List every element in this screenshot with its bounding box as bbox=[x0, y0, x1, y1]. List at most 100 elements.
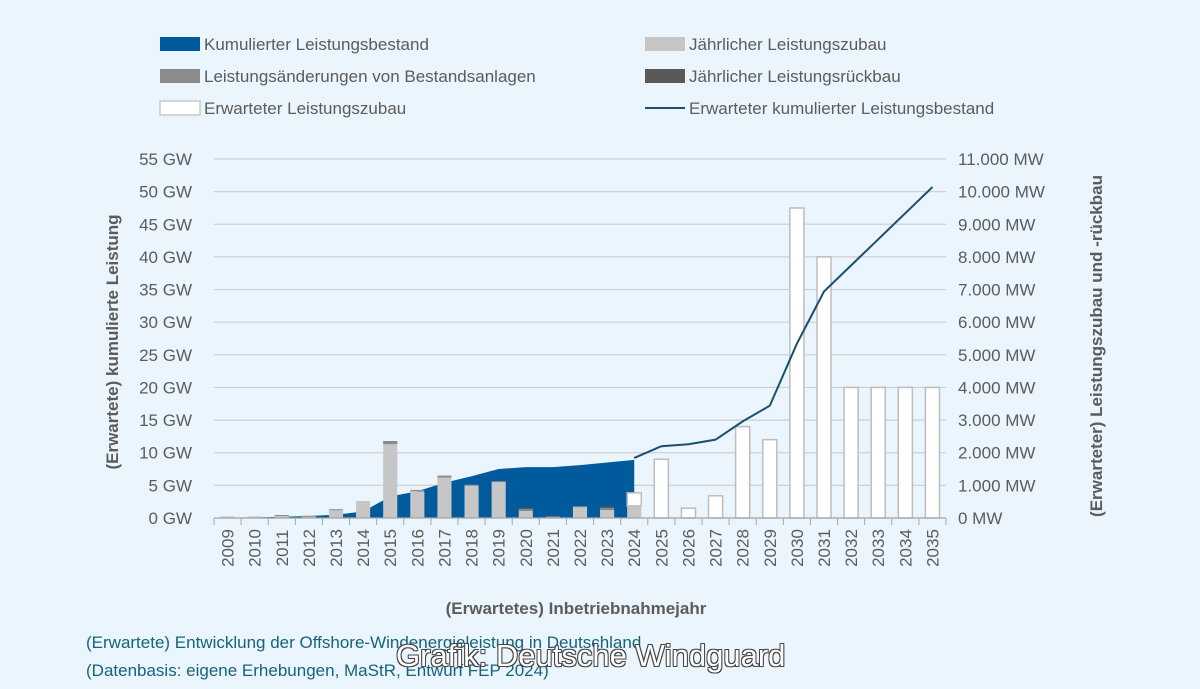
left-tick-label: 15 GW bbox=[139, 411, 192, 430]
existing-change-bar bbox=[545, 516, 560, 518]
expected-addition-bar bbox=[653, 458, 670, 519]
expected-addition-bar bbox=[680, 507, 697, 519]
right-tick-label: 11.000 MW bbox=[958, 150, 1044, 169]
expected-addition-bar bbox=[626, 492, 643, 507]
expected-addition-bar bbox=[761, 438, 778, 519]
annual-addition-bar bbox=[247, 516, 262, 518]
expected-addition-bar bbox=[816, 256, 832, 519]
legend-label: Jährlicher Leistungsrückbau bbox=[689, 67, 901, 86]
existing-change-bar bbox=[518, 508, 533, 511]
left-tick-label: 5 GW bbox=[149, 476, 192, 495]
x-tick-label: 2010 bbox=[246, 529, 265, 567]
legend-label: Erwarteter Leistungszubau bbox=[204, 99, 406, 118]
annual-addition-bar bbox=[491, 481, 506, 518]
x-tick-label: 2015 bbox=[381, 529, 400, 567]
right-tick-label: 10.000 MW bbox=[958, 183, 1045, 202]
x-tick-label: 2032 bbox=[842, 529, 861, 567]
dark-gray-bar-swatch bbox=[645, 69, 685, 83]
annual-addition-bar bbox=[356, 501, 371, 518]
x-tick-label: 2025 bbox=[652, 529, 671, 567]
right-tick-label: 1.000 MW bbox=[958, 476, 1035, 495]
x-tick-label: 2019 bbox=[490, 529, 509, 567]
x-axis-title: (Erwartetes) Inbetriebnahmejahr bbox=[446, 599, 707, 618]
left-tick-label: 0 GW bbox=[149, 509, 192, 528]
existing-change-bar bbox=[572, 506, 588, 508]
x-tick-label: 2031 bbox=[815, 529, 834, 567]
expected-addition-bar bbox=[789, 207, 805, 519]
existing-change-bar bbox=[328, 509, 344, 511]
annual-removal-bar bbox=[600, 506, 615, 508]
caption-title: (Erwartete) Entwicklung der Offshore-Win… bbox=[86, 633, 642, 652]
existing-change-bar bbox=[301, 515, 316, 517]
white-bar-swatch bbox=[159, 100, 201, 116]
left-axis-title: (Erwartete) kumulierte Leistung bbox=[103, 214, 122, 469]
expected-addition-bar bbox=[924, 386, 941, 519]
mid-gray-bar-swatch bbox=[160, 69, 200, 83]
axes: 0 GW 0 MW 5 GW 1.000 MW 10 GW 2.000 MW 15 GW 3.… bbox=[139, 150, 1045, 567]
x-tick-label: 2029 bbox=[761, 529, 780, 567]
right-tick-label: 3.000 MW bbox=[958, 411, 1035, 430]
expected-addition-bar bbox=[843, 386, 859, 519]
left-tick-label: 20 GW bbox=[139, 378, 192, 397]
annual-addition-bar bbox=[383, 444, 398, 518]
legend: Kumulierter Leistungsbestand Jährlicher L… bbox=[159, 35, 994, 118]
left-tick-label: 40 GW bbox=[139, 248, 192, 267]
left-tick-label: 25 GW bbox=[139, 346, 192, 365]
gridlines bbox=[214, 158, 946, 519]
left-tick-label: 30 GW bbox=[139, 313, 192, 332]
right-tick-label: 9.000 MW bbox=[958, 215, 1035, 234]
existing-change-bar bbox=[410, 489, 425, 492]
x-tick-label: 2034 bbox=[896, 529, 915, 567]
expected-addition-bar bbox=[897, 386, 914, 519]
x-tick-label: 2018 bbox=[463, 529, 482, 567]
right-tick-label: 6.000 MW bbox=[958, 313, 1035, 332]
annual-removal-bar bbox=[383, 441, 398, 443]
x-tick-label: 2033 bbox=[869, 529, 888, 567]
x-tick-label: 2027 bbox=[707, 529, 726, 567]
filled-area-swatch bbox=[160, 37, 200, 51]
expected-cumulative-line bbox=[633, 186, 934, 459]
right-axis-title: (Erwarteter) Leistungszubau und -rückbau bbox=[1087, 175, 1106, 517]
x-tick-label: 2020 bbox=[517, 529, 536, 567]
annual-addition-bar bbox=[572, 506, 588, 518]
legend-label: Erwarteter kumulierter Leistungsbestand bbox=[689, 99, 994, 118]
x-tick-label: 2011 bbox=[273, 530, 292, 567]
x-tick-label: 2014 bbox=[354, 529, 373, 567]
annual-addition-bar bbox=[301, 516, 316, 518]
x-tick-label: 2009 bbox=[219, 529, 238, 567]
annual-addition-bar bbox=[410, 491, 425, 518]
legend-label: Jährlicher Leistungszubau bbox=[689, 35, 887, 54]
x-tick-label: 2023 bbox=[598, 529, 617, 567]
left-tick-label: 55 GW bbox=[139, 150, 192, 169]
x-tick-label: 2026 bbox=[679, 529, 698, 567]
right-tick-label: 8.000 MW bbox=[958, 248, 1035, 267]
legend-item: Leistungsänderungen von Bestandsanlagen bbox=[160, 67, 536, 86]
x-tick-label: 2021 bbox=[544, 529, 563, 567]
left-tick-label: 50 GW bbox=[139, 183, 192, 202]
x-tick-label: 2017 bbox=[435, 529, 454, 567]
right-tick-label: 0 MW bbox=[958, 509, 1002, 528]
annual-addition-bar bbox=[328, 510, 344, 518]
left-tick-label: 10 GW bbox=[139, 444, 192, 463]
x-tick-label: 2016 bbox=[408, 529, 427, 567]
bars bbox=[220, 207, 941, 519]
existing-change-bar bbox=[600, 507, 615, 510]
x-tick-label: 2024 bbox=[625, 529, 644, 567]
existing-change-bar bbox=[464, 484, 479, 486]
legend-item: Erwarteter kumulierter Leistungsbestand bbox=[645, 99, 994, 118]
annual-addition-bar bbox=[274, 515, 289, 518]
legend-item: Jährlicher Leistungszubau bbox=[645, 35, 887, 54]
right-tick-label: 4.000 MW bbox=[958, 378, 1035, 397]
caption-source: (Datenbasis: eigene Erhebungen, MaStR, E… bbox=[86, 661, 549, 680]
cumulative-area bbox=[227, 459, 635, 518]
right-tick-label: 5.000 MW bbox=[958, 346, 1035, 365]
annual-addition-bar bbox=[518, 510, 533, 518]
legend-label: Kumulierter Leistungsbestand bbox=[204, 35, 429, 54]
legend-item: Erwarteter Leistungszubau bbox=[159, 99, 406, 118]
existing-change-bar bbox=[383, 442, 398, 445]
cumulative-area-shape bbox=[227, 459, 635, 518]
x-tick-label: 2012 bbox=[300, 529, 319, 567]
right-tick-label: 7.000 MW bbox=[958, 281, 1035, 300]
x-tick-label: 2035 bbox=[923, 529, 942, 567]
